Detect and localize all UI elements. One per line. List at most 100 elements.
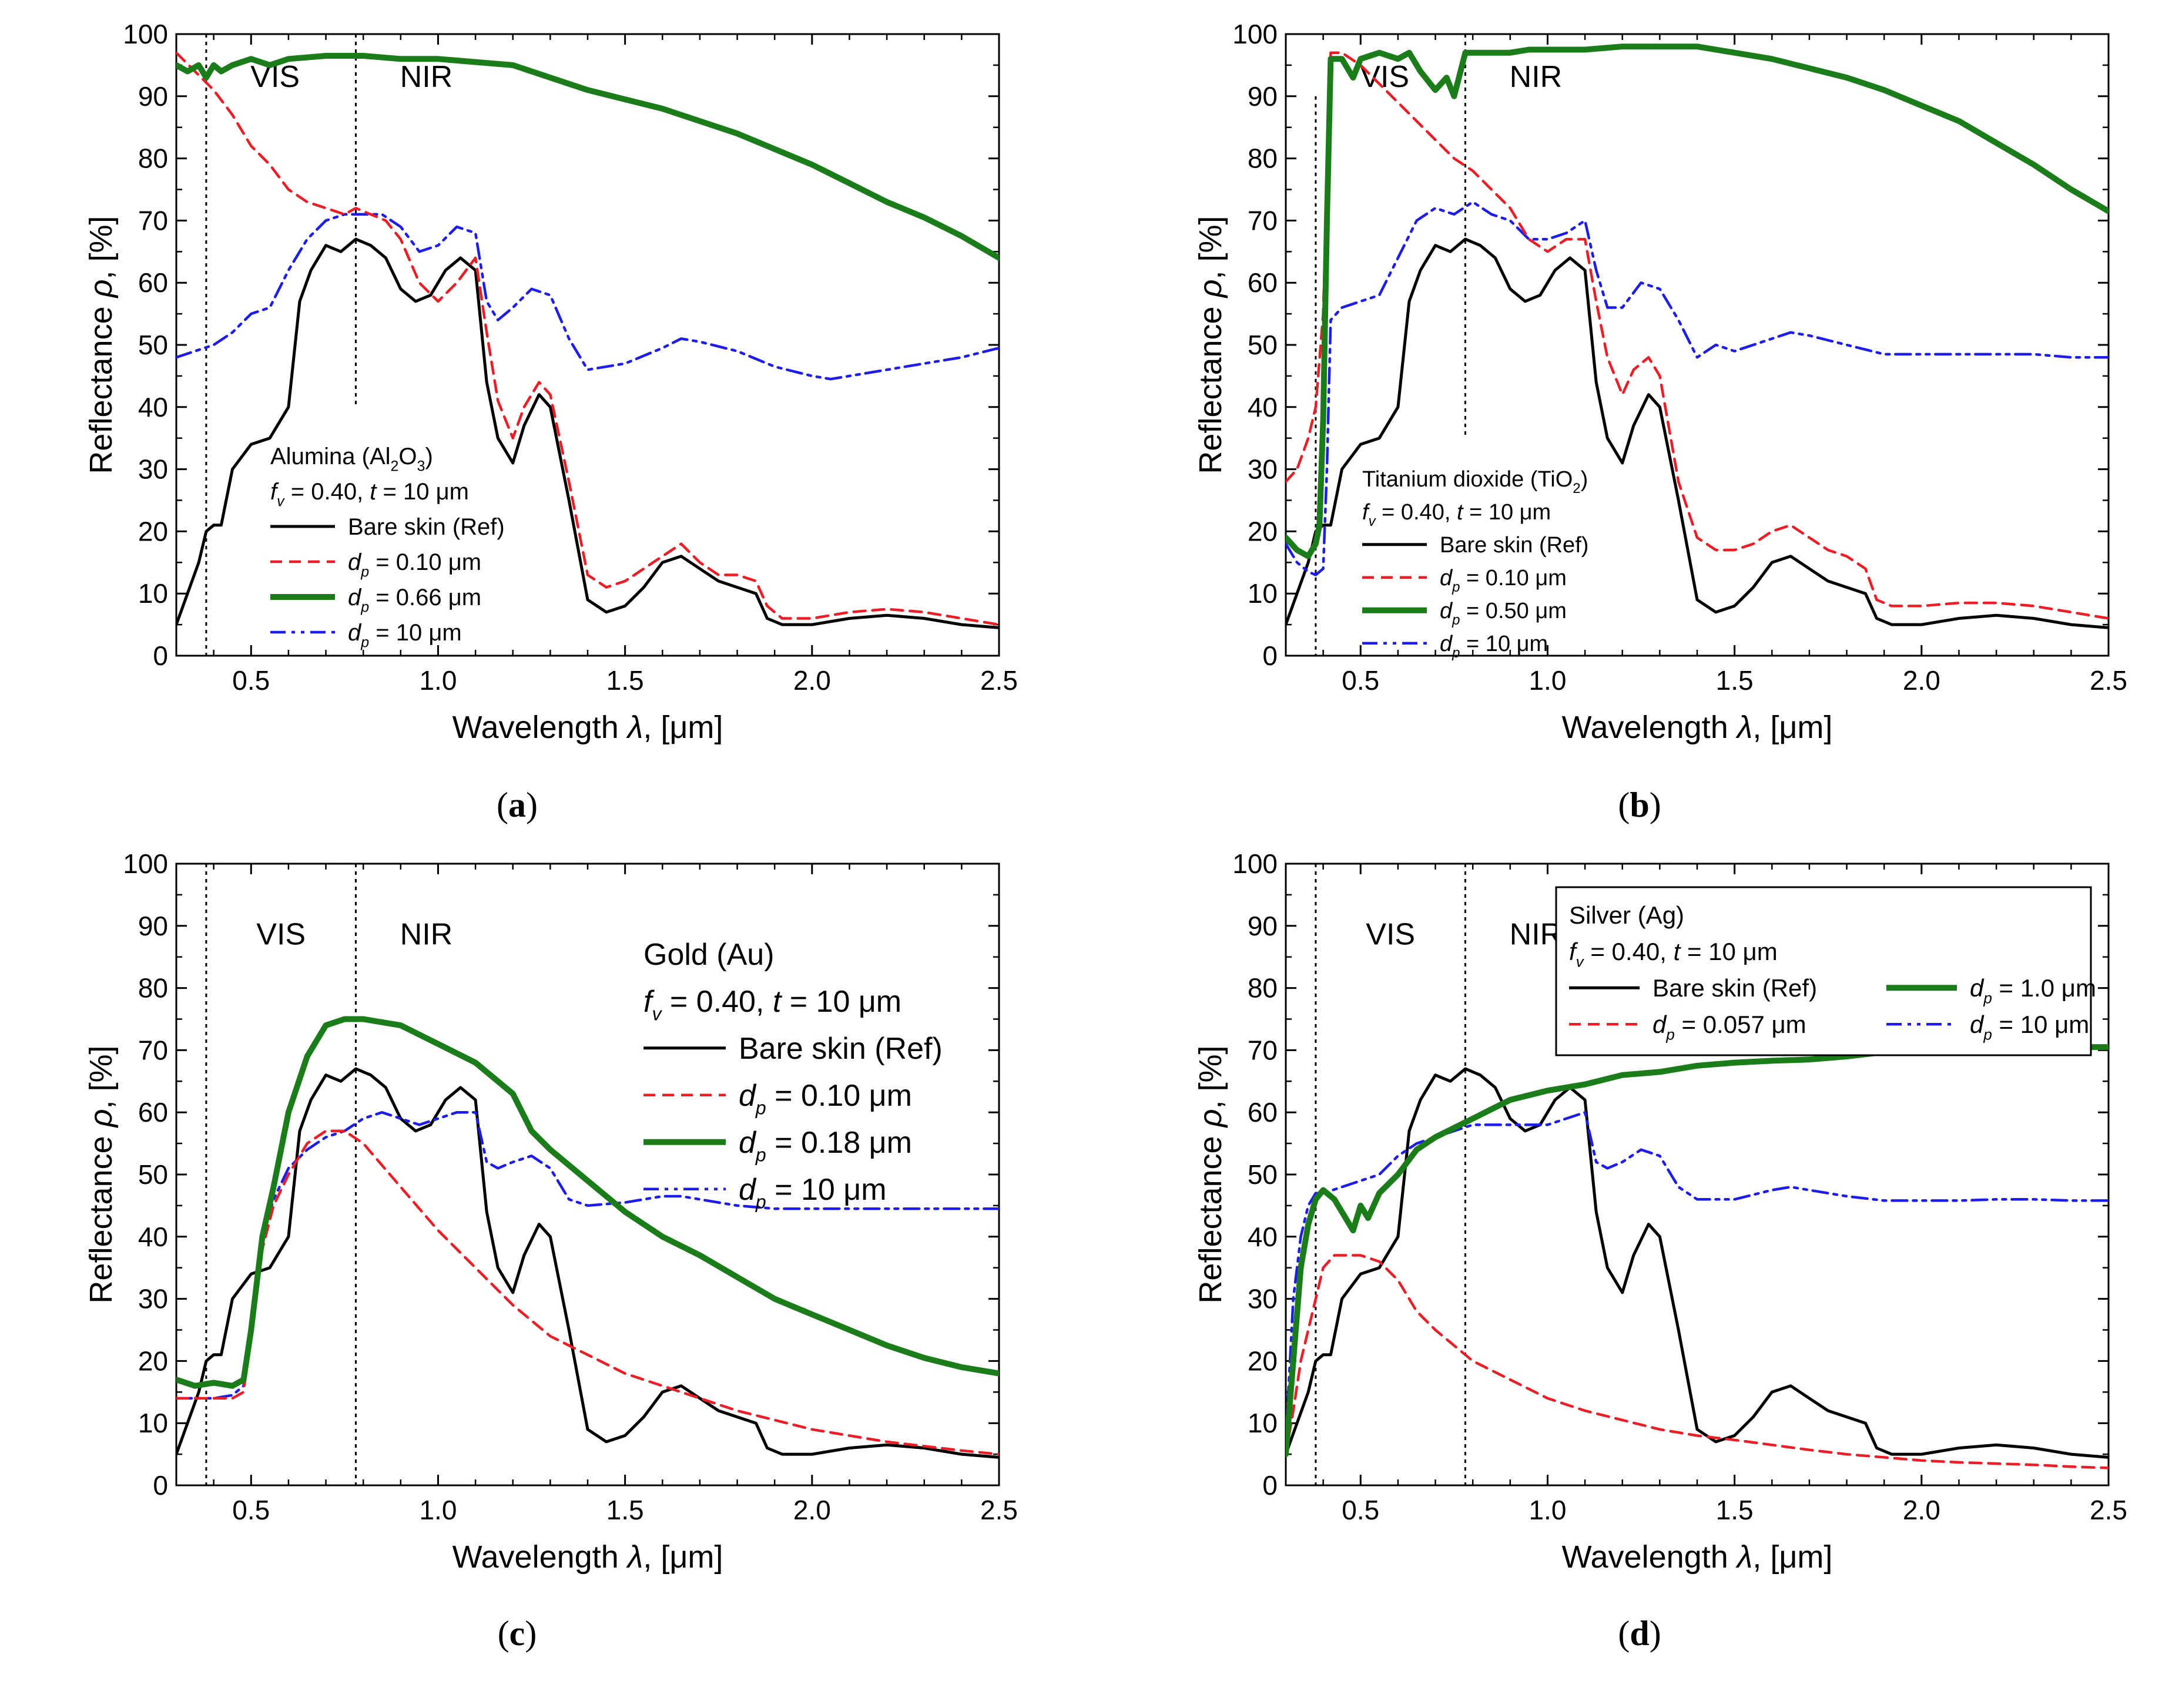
- y-tick-label: 60: [1248, 1097, 1278, 1128]
- x-tick-label: 0.5: [232, 1495, 270, 1525]
- y-tick-label: 40: [1248, 1222, 1278, 1252]
- legend-material-title: Gold (Au): [643, 938, 775, 972]
- legend-entry-red: dp = 0.10 μm: [1362, 566, 1567, 595]
- particle-diameter-value: = 0.057 μm: [1675, 1011, 1806, 1038]
- legend-label-red: dp = 0.10 μm: [739, 1079, 912, 1118]
- particle-diameter-symbol: d: [1652, 1011, 1667, 1038]
- legend-material-title: Silver (Ag): [1569, 901, 1684, 929]
- particle-diameter-symbol: d: [1970, 1011, 1985, 1038]
- particle-diameter-subscript: p: [360, 563, 369, 580]
- material-name-end: ): [1581, 467, 1588, 492]
- panel-caption: (c): [498, 1614, 537, 1653]
- y-tick-label: 60: [138, 267, 168, 298]
- volume-fraction-value: = 0.40,: [661, 985, 772, 1019]
- y-axis-label-unit: , [%]: [1193, 216, 1228, 279]
- x-tick-label: 1.0: [419, 1495, 457, 1525]
- series-line-ref: [1286, 237, 2109, 629]
- particle-diameter-symbol: d: [1440, 599, 1453, 623]
- volume-fraction-subscript: v: [652, 1003, 662, 1024]
- particle-diameter-symbol: d: [1970, 974, 1985, 1002]
- thickness-symbol: t: [370, 479, 377, 505]
- legend-material-title: Titanium dioxide (TiO2): [1362, 467, 1588, 496]
- y-tick-label: 60: [138, 1097, 168, 1128]
- y-tick-label: 70: [138, 205, 168, 236]
- y-axis-label-text: Reflectance: [83, 1127, 119, 1303]
- plot-area: [1286, 43, 2109, 629]
- particle-diameter-symbol: d: [348, 549, 362, 575]
- material-name-end: ): [425, 444, 433, 469]
- x-tick-label: 1.5: [1716, 1495, 1754, 1525]
- legend-label-red: dp = 0.10 μm: [348, 549, 481, 580]
- thickness-symbol: t: [1674, 938, 1682, 965]
- y-axis-label-text: Reflectance: [83, 297, 119, 474]
- region-label-vis: VIS: [1366, 918, 1415, 952]
- y-axis-label: Reflectance ρ, [%]: [83, 216, 119, 474]
- material-subscript: 2: [1573, 481, 1580, 496]
- y-tick-label: 80: [1248, 143, 1278, 174]
- volume-fraction-value: = 0.40,: [284, 479, 370, 505]
- legend-entry-green: dp = 0.66 μm: [270, 585, 481, 615]
- particle-diameter-value: = 10 μm: [1992, 1011, 2089, 1038]
- caption-paren-open: (: [1618, 786, 1630, 824]
- y-tick-label: 50: [1248, 330, 1278, 360]
- particle-diameter-subscript: p: [755, 1097, 766, 1118]
- series-line-red: [1286, 51, 2109, 620]
- y-tick-label: 0: [1262, 640, 1278, 671]
- y-tick-label: 40: [138, 1222, 168, 1252]
- y-tick-label: 20: [1248, 516, 1278, 546]
- particle-diameter-subscript: p: [1665, 1026, 1674, 1043]
- panel-caption: (d): [1618, 1614, 1661, 1653]
- caption-paren-close: ): [1650, 1614, 1661, 1653]
- legend: Gold (Au) fv = 0.40, t = 10 μm Bare skin (…: [643, 938, 943, 1212]
- y-tick-label: 90: [1248, 81, 1278, 112]
- y-axis-label-text: Reflectance: [1193, 1127, 1228, 1303]
- legend: Titanium dioxide (TiO2) fv = 0.40, t = 10…: [1362, 467, 1588, 661]
- y-tick-label: 60: [1248, 267, 1278, 298]
- legend-entry-red: dp = 0.10 μm: [270, 549, 481, 580]
- x-tick-label: 2.5: [2090, 665, 2127, 696]
- x-axis-label-unit: , [μm]: [1752, 1539, 1832, 1575]
- legend-entry-blue: dp = 10 μm: [1886, 1011, 2089, 1043]
- x-axis-label-text: Wavelength: [452, 710, 628, 745]
- y-tick-label: 80: [138, 143, 168, 174]
- panel-caption: (b): [1618, 786, 1661, 824]
- x-tick-label: 1.5: [606, 665, 644, 696]
- y-tick-label: 80: [138, 973, 168, 1004]
- plot-area: [176, 51, 999, 629]
- legend-label-red: dp = 0.057 μm: [1652, 1011, 1806, 1043]
- x-axis-label: Wavelength λ, [μm]: [1562, 710, 1833, 745]
- legend-entry-ref: Bare skin (Ref): [643, 1032, 943, 1066]
- legend-label-red: dp = 0.10 μm: [1440, 566, 1567, 595]
- legend-parameters: fv = 0.40, t = 10 μm: [270, 479, 469, 509]
- particle-diameter-subscript: p: [1983, 1026, 1992, 1043]
- y-tick-label: 50: [138, 330, 168, 360]
- y-tick-label: 0: [153, 640, 168, 671]
- y-axis-label: Reflectance ρ, [%]: [1193, 216, 1228, 474]
- legend-entry-blue: dp = 10 μm: [270, 620, 462, 650]
- x-axis-label: Wavelength λ, [μm]: [452, 710, 723, 745]
- y-axis-label: Reflectance ρ, [%]: [83, 1045, 119, 1303]
- caption-paren-close: ): [525, 1614, 537, 1653]
- x-tick-label: 0.5: [1342, 665, 1379, 696]
- x-tick-label: 2.5: [2090, 1495, 2127, 1525]
- particle-diameter-symbol: d: [739, 1079, 757, 1113]
- volume-fraction-value: = 0.40,: [1376, 500, 1457, 525]
- particle-diameter-value: = 0.10 μm: [369, 549, 481, 575]
- y-tick-label: 70: [1248, 1035, 1278, 1065]
- y-tick-label: 90: [138, 81, 168, 112]
- particle-diameter-subscript: p: [360, 599, 369, 615]
- y-tick-label: 0: [1262, 1470, 1278, 1501]
- caption-letter: d: [1630, 1614, 1649, 1653]
- legend: Alumina (Al2O3) fv = 0.40, t = 10 μm Bare …: [270, 444, 505, 650]
- y-axis-label-symbol: ρ: [83, 1109, 119, 1128]
- region-label-nir: NIR: [1510, 918, 1563, 952]
- particle-diameter-value: = 10 μm: [766, 1173, 887, 1207]
- particle-diameter-symbol: d: [1440, 566, 1453, 590]
- x-axis-label-symbol: λ: [1735, 1539, 1753, 1575]
- y-tick-label: 10: [1248, 578, 1278, 609]
- y-tick-label: 100: [1232, 19, 1278, 49]
- caption-paren-close: ): [1650, 786, 1661, 824]
- region-label-nir: NIR: [400, 60, 453, 94]
- region-label-nir: NIR: [400, 918, 453, 952]
- series-line-green: [1286, 43, 2109, 559]
